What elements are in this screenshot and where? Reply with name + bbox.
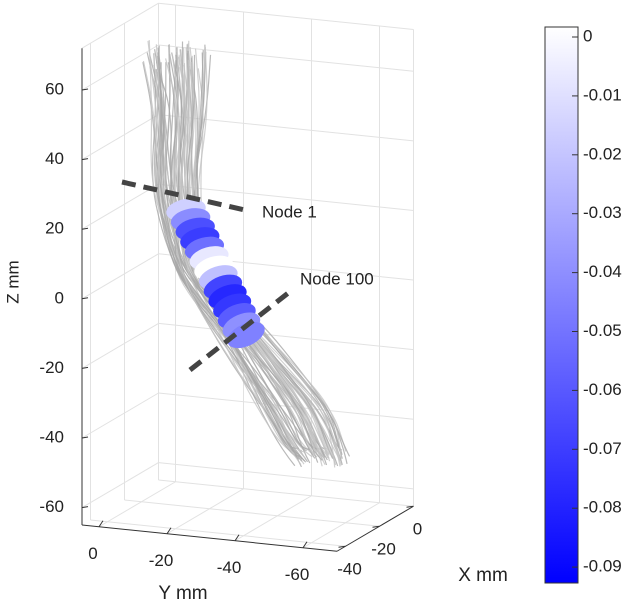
fiber-bundle [142, 40, 351, 468]
z-tick-label: -40 [39, 427, 64, 446]
axes: 60 40 20 0 -20 -40 -60 0 -20 -40 -60 0 -20 -40 [39, 48, 422, 584]
tube-band [227, 321, 265, 349]
grid-line [158, 479, 414, 507]
y-tick [98, 520, 104, 528]
grid-line [302, 502, 380, 549]
z-tick [81, 158, 89, 161]
z-tick-label: 60 [45, 79, 64, 98]
y-tick [302, 541, 308, 549]
y-tick [234, 534, 240, 542]
z-tick-label: -20 [39, 358, 64, 377]
colorbar [544, 26, 579, 584]
fiber [157, 52, 303, 462]
grid-line [124, 499, 380, 527]
z-tick [81, 436, 89, 439]
colorbar-tick-label: -0.04 [583, 262, 622, 281]
z-tick [81, 366, 89, 369]
y-axis-label: Y mm [158, 583, 207, 604]
colorbar-tick-label: -0.08 [583, 498, 622, 517]
x-tick [372, 525, 380, 528]
colorbar-tick-label: -0.06 [583, 380, 622, 399]
y-tick [166, 527, 172, 535]
z-tick-label: 20 [45, 219, 64, 238]
fiber [169, 54, 311, 464]
z-tick [81, 88, 89, 91]
x-tick-label: -20 [371, 540, 396, 559]
z-tick [81, 506, 89, 509]
z-axis-label: Z mm [3, 260, 22, 303]
colorbar-tick-label: -0.03 [583, 203, 622, 222]
grid-line [234, 495, 312, 542]
x-tick-label: 0 [413, 520, 422, 539]
grid-line [81, 322, 159, 369]
grid-line [90, 519, 346, 547]
z-tick [81, 297, 89, 300]
grid-line [81, 253, 159, 300]
colorbar-tick-label: -0.02 [583, 144, 622, 163]
fiber [157, 69, 307, 452]
grid-line [81, 462, 159, 509]
box-edge [158, 2, 414, 30]
grid-line [81, 114, 159, 161]
colorbar-tick-label: -0.05 [583, 321, 622, 340]
z-tick-label: 0 [55, 288, 64, 307]
x-tick-label: -40 [337, 560, 362, 579]
fiber [165, 44, 310, 450]
grid-line [158, 462, 414, 490]
grid-line [81, 183, 159, 230]
colorbar-tick-label: -0.01 [583, 85, 622, 104]
x-axis-label: X mm [458, 565, 508, 586]
y-axis [81, 524, 338, 552]
fiber [142, 60, 305, 453]
colorbar-tick-label: 0 [583, 26, 592, 45]
fiber [148, 40, 299, 456]
fiber [165, 58, 320, 457]
y-tick-label: -20 [149, 551, 174, 570]
x-tick [338, 545, 346, 548]
box-edge [81, 2, 159, 49]
grid-line [158, 322, 414, 351]
fiber [177, 49, 319, 463]
y-tick-label: -40 [217, 558, 242, 577]
x-tick [406, 505, 414, 508]
colorbar-tick-label: -0.09 [583, 557, 622, 576]
colorbar-tick-label: -0.07 [583, 439, 622, 458]
y-tick-label: -60 [285, 565, 310, 584]
grid-line [98, 481, 176, 528]
y-tick-label: 0 [88, 544, 97, 563]
colorbar-ticks: 0 -0.01 -0.02 -0.03 -0.04 -0.05 -0.06 -0.07 -0.0… [572, 26, 622, 576]
grid-line [166, 488, 244, 535]
z-tick-label: -60 [39, 497, 64, 516]
annotation: Node 1 [262, 202, 317, 221]
grid-line [81, 44, 159, 91]
grid-line [158, 44, 414, 72]
z-tick [81, 227, 89, 230]
x-axis [336, 505, 414, 552]
grid-line [81, 392, 159, 439]
z-tick-label: 40 [45, 149, 64, 168]
annotation: Node 100 [300, 269, 374, 288]
